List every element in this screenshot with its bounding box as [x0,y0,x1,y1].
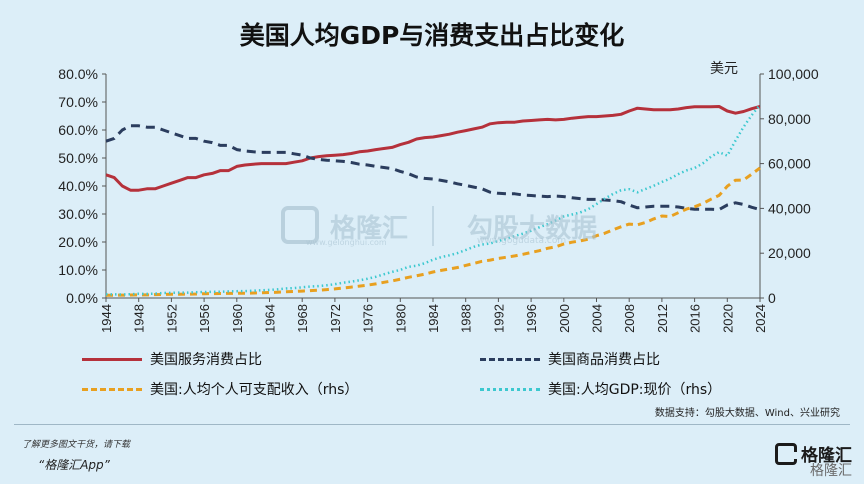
y-left-tick-label: 20.0% [58,234,98,250]
series-layer [105,103,761,297]
x-tick-label: 2004 [590,304,605,333]
x-tick-label: 1980 [393,304,408,333]
watermark-data: 勾股大数据 [467,214,598,244]
legend-swatch-gdp [480,387,540,391]
brand-name: 格隆汇 [801,446,852,466]
y-right-tick-label: 60,000 [768,156,811,172]
y-left-tick-label: 50.0% [58,150,98,166]
x-tick-label: 1956 [197,304,212,333]
y-left-tick-label: 70.0% [58,94,98,110]
legend-swatch-income [82,387,142,391]
footer-divider [14,424,850,425]
legend-item-gdp: 美国:人均GDP:现价（rhs） [480,379,721,399]
x-tick-label: 1976 [361,304,376,333]
tick-labels: 0.0% 10.0% 20.0% 30.0% 40.0% 50.0% 60.0% 70.0% 8… [58,61,819,333]
y-right-tick-label: 0 [768,290,776,306]
x-tick-label: 2020 [720,304,735,333]
watermark-g-icon [281,206,319,244]
legend-label-services: 美国服务消费占比 [150,352,262,368]
series-gdp-per-capita [105,103,761,296]
legend-swatch-services [82,357,142,361]
series-goods-share [105,124,761,211]
download-note: 了解更多图文干货，请下载 [22,440,131,450]
y-left-tick-label: 80.0% [58,66,98,82]
legend-swatch-goods [480,357,540,361]
legend-item-services: 美国服务消费占比 [82,349,262,369]
legend-item-income: 美国:人均个人可支配收入（rhs） [82,379,358,399]
x-tick-label: 1968 [295,304,310,333]
x-tick-label: 2016 [688,304,703,333]
legend-label-income: 美国:人均个人可支配收入（rhs） [150,382,359,398]
right-axis-unit: 美元 [710,61,738,77]
series-disposable-income [105,166,761,297]
x-tick-label: 2012 [655,304,670,333]
watermark-data-url: www.gogudata.com [477,236,567,246]
x-tick-label: 1992 [491,304,506,333]
x-tick-label: 1984 [426,304,441,333]
x-tick-label: 1960 [230,304,245,333]
chart-title: 美国人均GDP与消费支出占比变化 [239,21,625,50]
y-left-tick-label: 0.0% [66,290,98,306]
brand-logo: 格隆汇 [775,441,852,466]
legend-label-gdp: 美国:人均GDP:现价（rhs） [548,382,722,398]
y-right-tick-label: 80,000 [768,111,811,127]
y-right-tick-label: 100,000 [768,66,819,82]
x-tick-label: 2024 [753,304,768,333]
x-tick-label: 2000 [557,304,572,333]
y-left-tick-label: 60.0% [58,122,98,138]
y-left-tick-label: 40.0% [58,178,98,194]
source-note: 数据支持：勾股大数据、Wind、兴业研究 [654,408,840,419]
watermark-brand: 格隆汇 [330,214,409,244]
x-tick-label: 1964 [263,304,278,333]
y-left-tick-label: 10.0% [58,262,98,278]
x-tick-label: 1996 [524,304,539,333]
y-right-tick-label: 20,000 [768,245,811,261]
y-left-tick-label: 30.0% [58,206,98,222]
watermark-brand-url: www.gelonghui.com [306,238,387,247]
brand-g-icon [775,442,797,465]
legend-item-goods: 美国商品消费占比 [480,349,660,369]
x-tick-label: 1972 [328,304,343,333]
app-name: “格隆汇App” [38,458,110,472]
legend-label-goods: 美国商品消费占比 [548,352,660,368]
series-services-share [105,105,761,192]
x-tick-label: 2008 [622,304,637,333]
x-tick-label: 1944 [99,304,114,333]
watermark-layer [281,206,434,246]
brand-subtext: 格隆汇 [810,463,852,479]
x-tick-label: 1948 [132,304,147,333]
x-tick-label: 1988 [459,304,474,333]
y-right-tick-label: 40,000 [768,200,811,216]
axes [102,73,764,302]
x-tick-label: 1952 [164,304,179,333]
